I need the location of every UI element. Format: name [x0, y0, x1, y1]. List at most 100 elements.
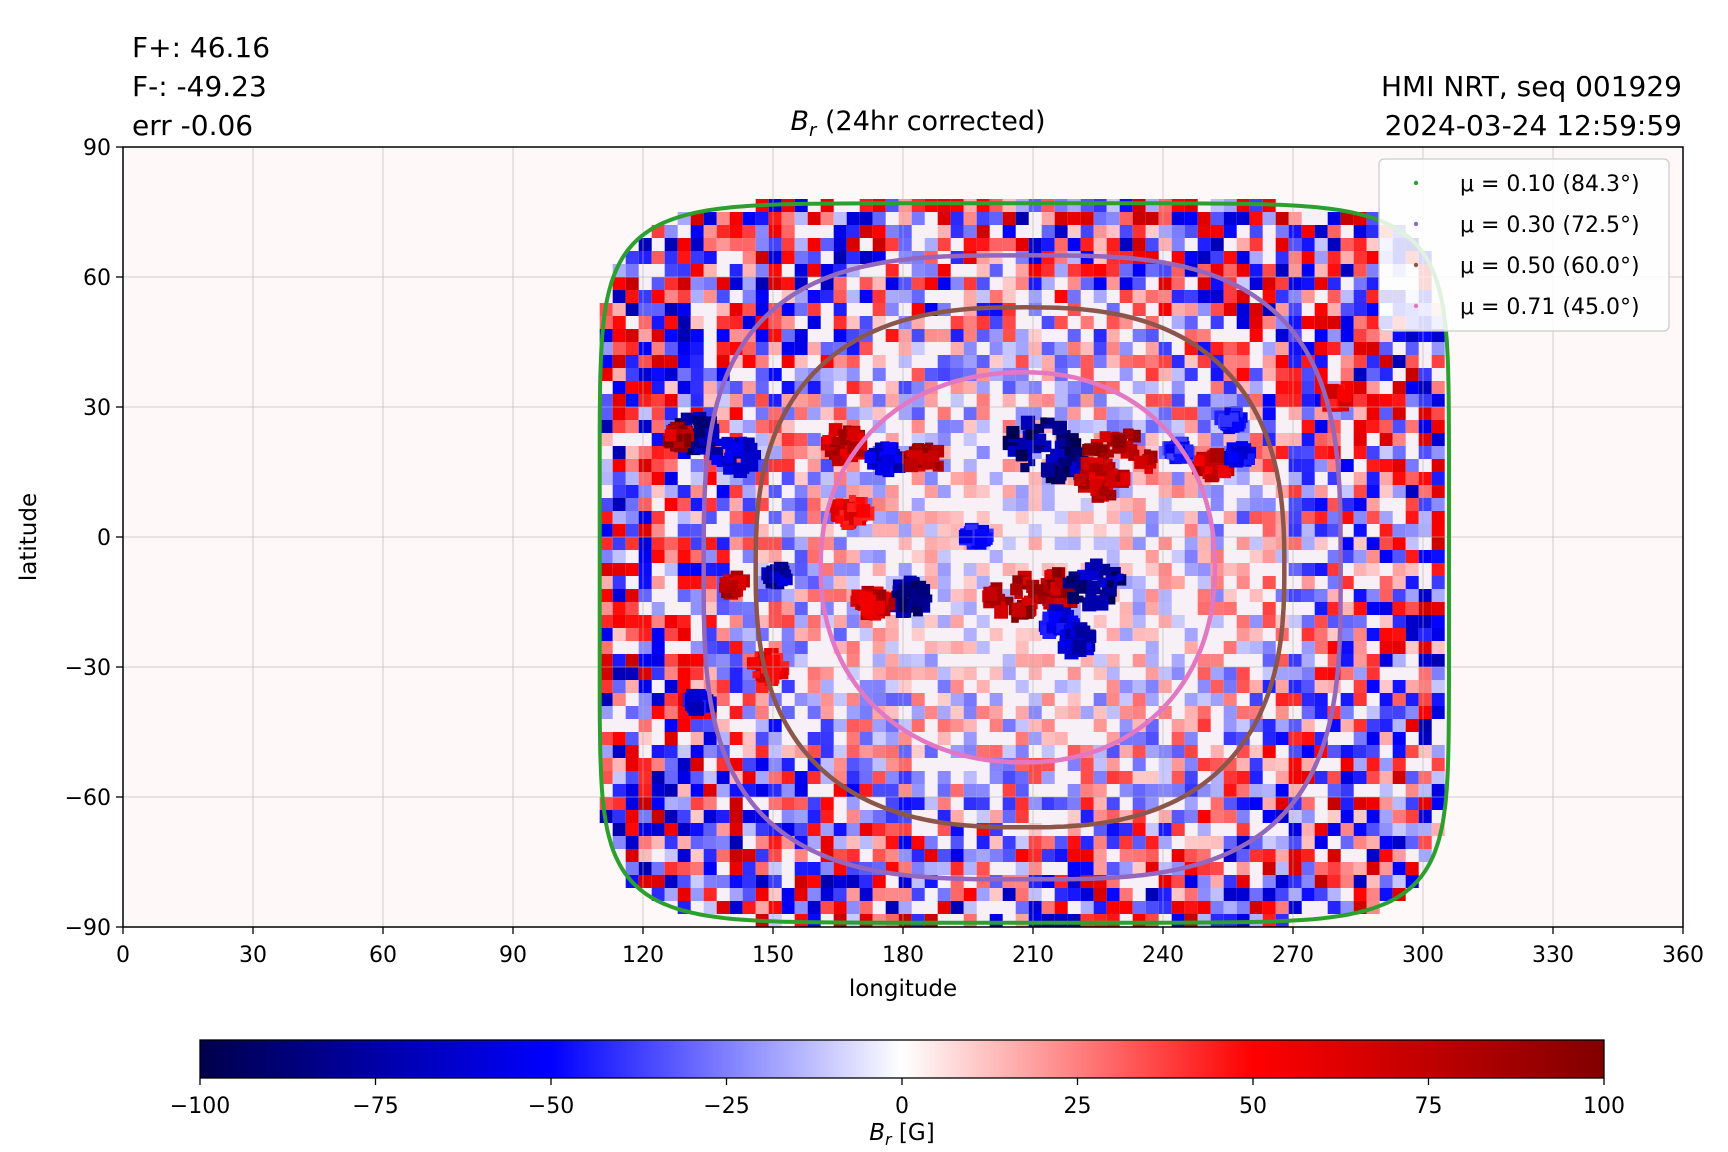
field-cell: [1366, 407, 1380, 420]
field-cell: [1002, 342, 1016, 355]
field-cell: [976, 277, 990, 290]
field-cell: [1106, 225, 1120, 238]
field-cell: [1184, 316, 1198, 329]
field-cell: [1106, 667, 1120, 680]
field-cell: [1340, 355, 1354, 368]
field-cell: [1015, 355, 1029, 368]
field-cell: [872, 199, 886, 212]
active-region-cell: [1055, 466, 1064, 475]
active-region-cell: [1052, 420, 1067, 436]
field-cell: [1366, 745, 1380, 758]
field-cell: [781, 641, 795, 654]
field-cell: [1353, 537, 1367, 550]
field-cell: [1353, 680, 1367, 693]
field-cell: [690, 550, 704, 563]
field-cell: [1067, 888, 1081, 901]
field-cell: [638, 810, 652, 823]
field-cell: [1314, 524, 1328, 537]
field-cell: [963, 602, 977, 615]
field-cell: [1171, 732, 1185, 745]
field-cell: [1366, 680, 1380, 693]
field-cell: [1418, 407, 1432, 420]
field-cell: [729, 407, 743, 420]
field-cell: [1145, 264, 1159, 277]
field-cell: [638, 849, 652, 862]
field-cell: [1405, 394, 1419, 407]
field-cell: [638, 498, 652, 511]
field-cell: [625, 745, 639, 758]
field-cell: [859, 901, 873, 914]
field-cell: [1002, 888, 1016, 901]
active-region-cell: [1011, 602, 1026, 617]
field-cell: [963, 901, 977, 914]
field-cell: [1340, 329, 1354, 342]
field-cell: [794, 264, 808, 277]
field-cell: [1301, 238, 1315, 251]
field-cell: [781, 342, 795, 355]
field-cell: [1067, 511, 1081, 524]
field-cell: [625, 563, 639, 576]
field-cell: [1353, 719, 1367, 732]
field-cell: [937, 771, 951, 784]
field-cell: [1366, 589, 1380, 602]
field-cell: [1028, 706, 1042, 719]
field-cell: [820, 394, 834, 407]
field-cell: [937, 355, 951, 368]
field-cell: [1158, 394, 1172, 407]
active-region-cell: [854, 497, 865, 508]
field-cell: [1275, 342, 1289, 355]
active-region-cell: [1104, 471, 1116, 483]
field-cell: [1405, 680, 1419, 693]
field-cell: [1340, 771, 1354, 784]
active-region-cell: [1065, 629, 1075, 639]
field-cell: [885, 485, 899, 498]
field-cell: [1327, 615, 1341, 628]
active-region-cell: [1125, 440, 1134, 448]
field-cell: [1340, 498, 1354, 511]
field-cell: [703, 615, 717, 628]
field-cell: [885, 303, 899, 316]
field-cell: [911, 342, 925, 355]
field-cell: [638, 446, 652, 459]
field-cell: [924, 654, 938, 667]
field-cell: [976, 836, 990, 849]
field-cell: [1106, 511, 1120, 524]
field-cell: [1041, 901, 1055, 914]
colorbar-tick-label: 0: [895, 1094, 909, 1119]
field-cell: [716, 485, 730, 498]
field-cell: [1431, 381, 1445, 394]
field-cell: [1223, 641, 1237, 654]
field-cell: [859, 394, 873, 407]
field-cell: [1054, 212, 1068, 225]
field-cell: [794, 784, 808, 797]
field-cell: [833, 758, 847, 771]
field-cell: [1015, 264, 1029, 277]
field-cell: [1301, 836, 1315, 849]
field-cell: [690, 771, 704, 784]
field-cell: [1145, 849, 1159, 862]
field-cell: [1418, 628, 1432, 641]
field-cell: [1223, 888, 1237, 901]
field-cell: [1197, 706, 1211, 719]
field-cell: [677, 784, 691, 797]
field-cell: [1002, 745, 1016, 758]
field-cell: [1249, 680, 1263, 693]
field-cell: [664, 888, 678, 901]
field-cell: [638, 511, 652, 524]
field-cell: [1184, 303, 1198, 316]
field-cell: [1405, 420, 1419, 433]
field-cell: [1067, 693, 1081, 706]
active-region-cell: [1034, 433, 1047, 446]
field-cell: [1158, 576, 1172, 589]
field-cell: [885, 329, 899, 342]
title-rest: (24hr corrected): [816, 106, 1045, 137]
field-cell: [1392, 602, 1406, 615]
field-cell: [1418, 732, 1432, 745]
field-cell: [1301, 732, 1315, 745]
field-cell: [1314, 615, 1328, 628]
field-cell: [911, 654, 925, 667]
field-cell: [1106, 706, 1120, 719]
field-cell: [1158, 745, 1172, 758]
field-cell: [1236, 511, 1250, 524]
field-cell: [1366, 667, 1380, 680]
